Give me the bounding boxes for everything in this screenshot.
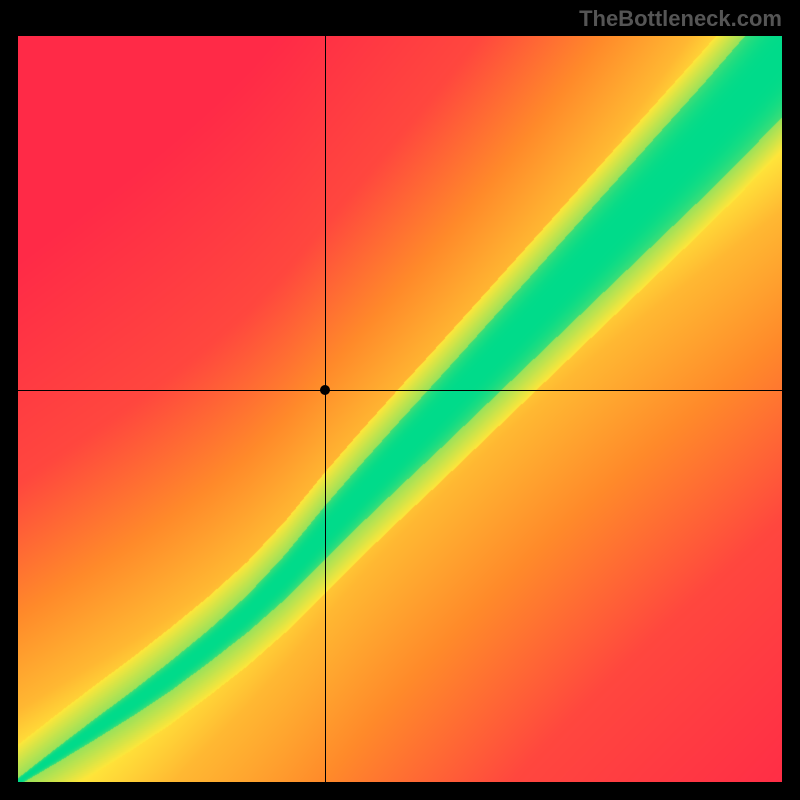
watermark-text: TheBottleneck.com: [579, 6, 782, 32]
heatmap-plot: [18, 36, 782, 782]
heatmap-canvas: [18, 36, 782, 782]
crosshair-marker: [320, 385, 330, 395]
crosshair-vertical: [325, 36, 326, 782]
chart-container: TheBottleneck.com: [0, 0, 800, 800]
crosshair-horizontal: [18, 390, 782, 391]
